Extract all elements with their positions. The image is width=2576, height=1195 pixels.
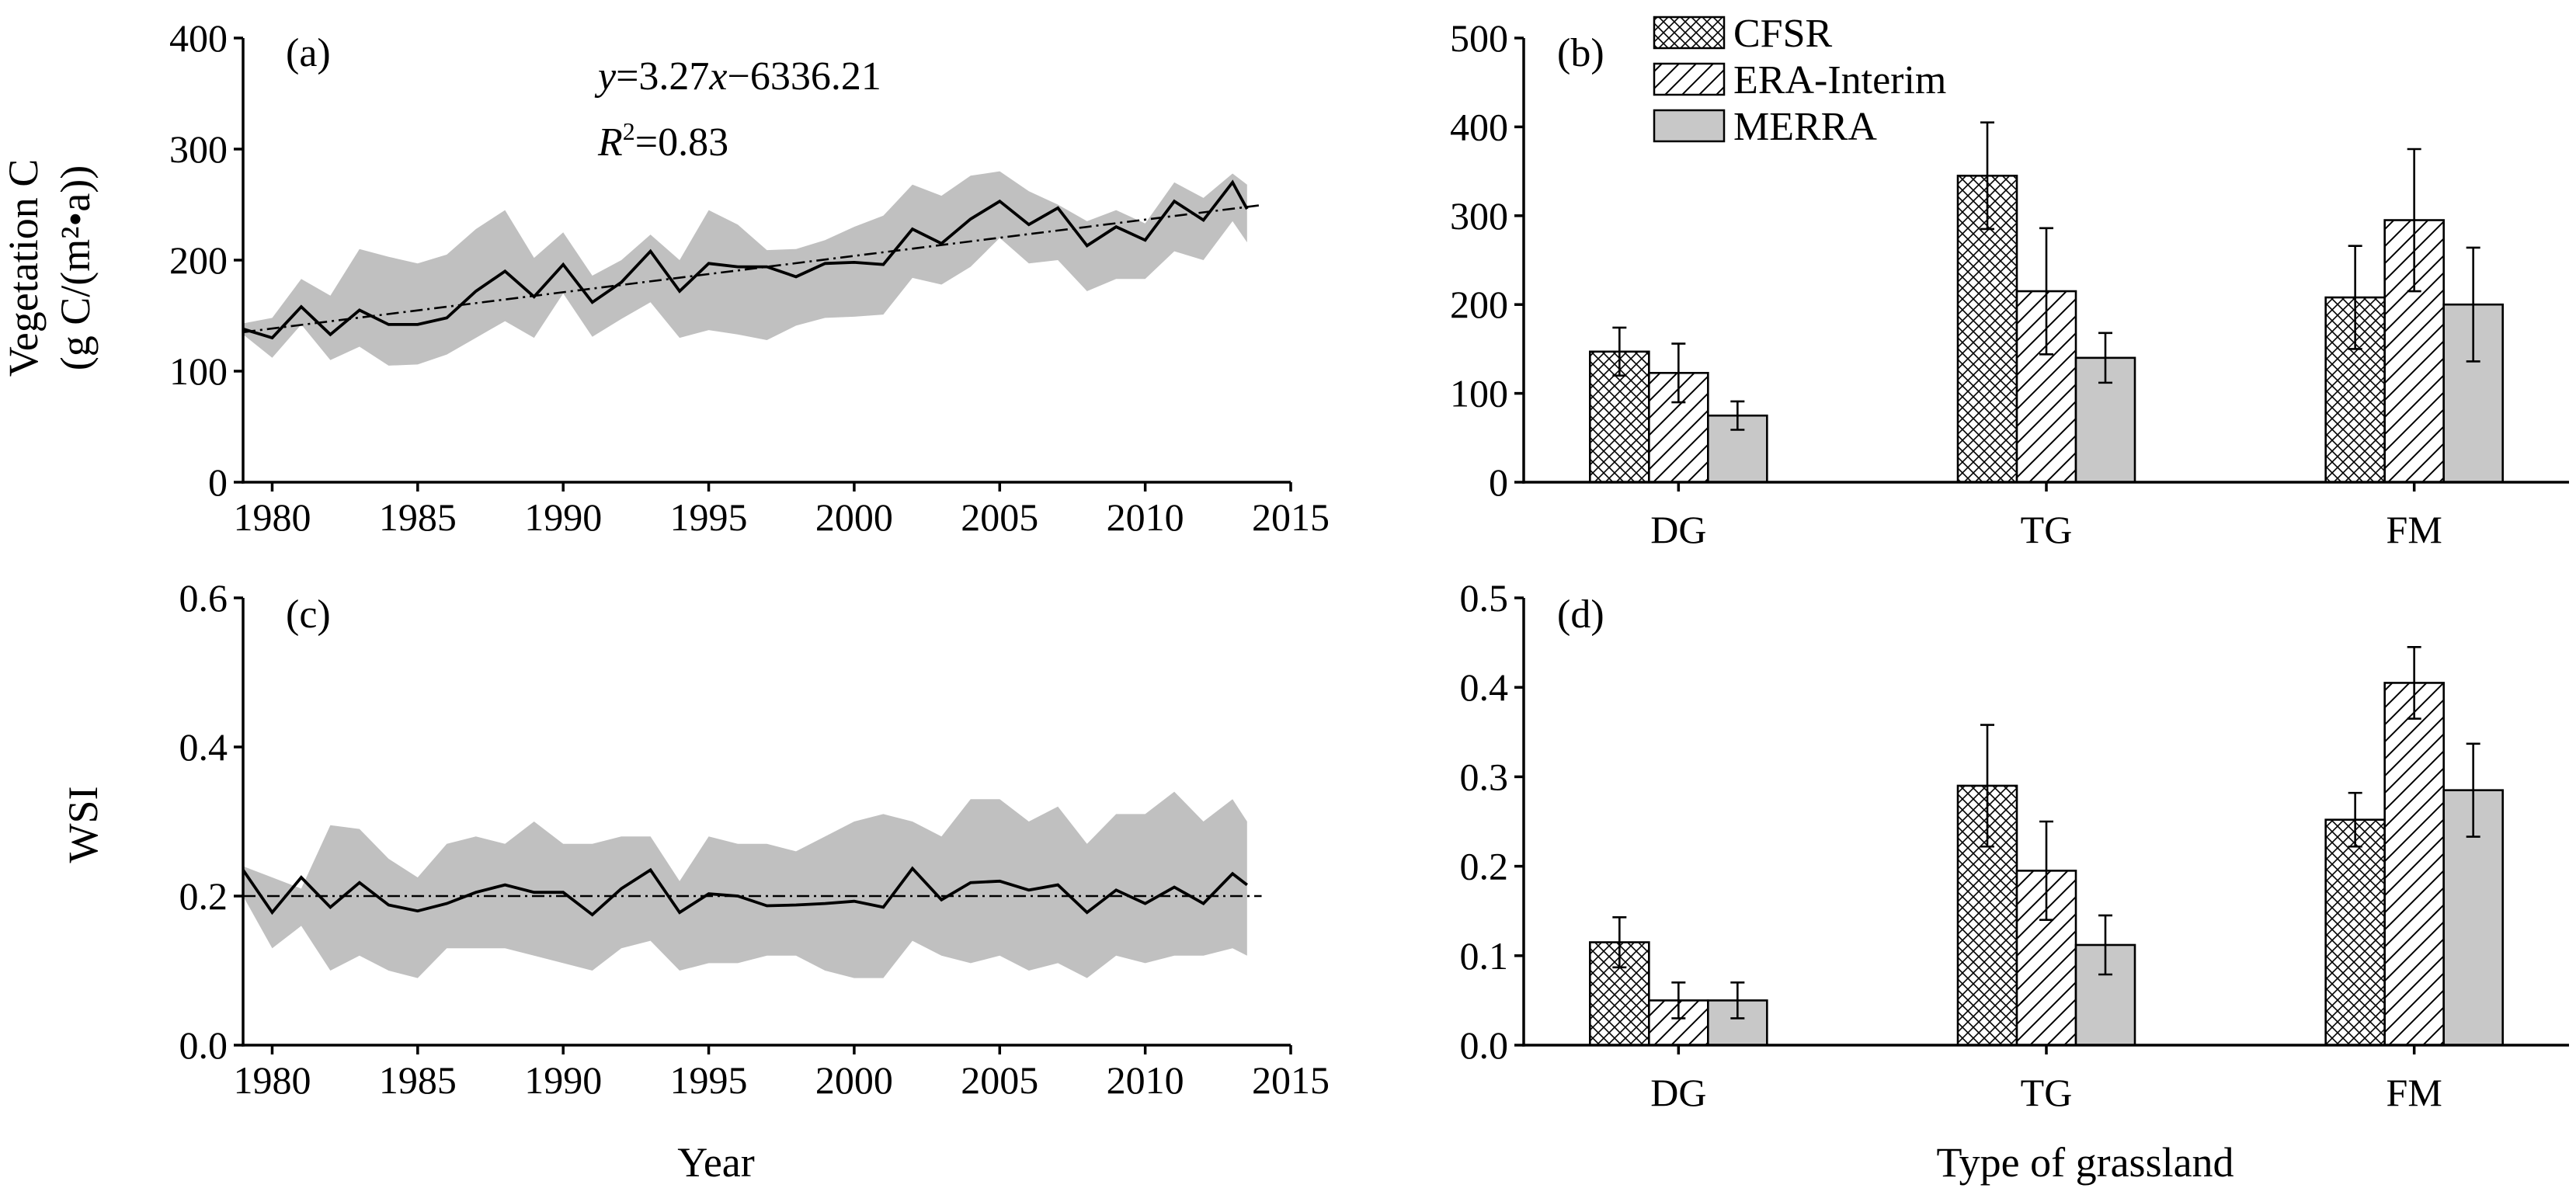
range-band [243,791,1247,978]
y-tick-label: 200 [1450,283,1508,326]
legend-era-interim-swatch [1653,62,1726,96]
x-tick-label: 1990 [524,495,602,539]
y-tick-label: 0.2 [1460,845,1509,888]
y-tick-label: 100 [1450,372,1508,415]
y-tick-label: 0 [208,460,228,504]
mean-series-line [242,179,1249,340]
y-tick-label: 0.5 [1460,576,1509,620]
legend-cfsr-swatch [1653,16,1726,50]
y-tick-label: 200 [169,238,228,282]
bar-cfsr-fm [2324,818,2386,1047]
x-tick-label: 2000 [815,1058,893,1102]
panel-a-regression-equation: y=3.27x−6336.21 [594,54,881,99]
legend-merra-label: MERRA [1733,105,1877,149]
y-tick-label: 300 [1450,194,1508,238]
x-tick-label: 2015 [1252,1058,1330,1102]
category-label: FM [2387,1071,2442,1114]
x-tick-label: 2010 [1107,495,1184,539]
panel-c-xlabel: Year [677,1139,755,1186]
x-tick-label: 1985 [379,495,457,539]
y-tick-label: 100 [169,349,228,393]
legend-merra-swatch [1653,109,1726,143]
y-tick-label: 0.0 [179,1023,228,1067]
equation-x-symbol: x [708,54,727,99]
panel-a-ylabel-line1: Vegetation C [0,159,47,377]
x-tick-label: 2010 [1107,1058,1184,1102]
y-tick-label: 0.4 [179,725,228,769]
r2-value: =0.83 [635,120,728,165]
panel-a-r-squared: R2=0.83 [597,117,728,165]
legend-era-interim-label: ERA-Interim [1733,58,1946,102]
category-label: DG [1650,508,1706,551]
panel-a-vegetation-carbon-chart: (a) Vegetation C (g C/(m²•a)) y=3.27x−63… [0,16,1330,539]
x-tick-label: 1980 [233,1058,311,1102]
r2-superscript: 2 [623,117,635,145]
category-label: TG [2021,508,2073,551]
y-tick-label: 0.2 [179,874,228,918]
bar-era-interim-fm [2383,682,2445,1047]
y-tick-label: 300 [169,127,228,171]
y-tick-label: 400 [1450,105,1508,148]
x-tick-label: 1995 [670,495,748,539]
panel-c-wsi-chart: (c) WSI Year 0.0 0.2 0.4 0.6 1980 1985 1990 199… [60,576,1330,1186]
y-tick-label: 0.0 [1460,1023,1509,1067]
x-tick-label: 2015 [1252,495,1330,539]
equation-intercept: −6336.21 [728,54,881,99]
mean-series-line [242,866,1248,917]
legend-cfsr-label: CFSR [1733,12,1833,56]
panel-a-ylabel-line2: (g C/(m²•a)) [52,165,99,371]
panel-b-vegetation-carbon-bars: (b) CFSR ERA-Interim MERRA DG TG FM 0 100 200… [1450,12,2569,551]
panel-c-label: (c) [286,592,331,637]
y-tick-label: 0.1 [1460,934,1509,978]
category-label: FM [2387,508,2442,551]
x-tick-label: 1985 [379,1058,457,1102]
x-tick-label: 2005 [961,1058,1038,1102]
category-label: TG [2021,1071,2073,1114]
y-tick-label: 0 [1489,460,1508,504]
r2-symbol: R [597,120,623,165]
y-tick-label: 0.4 [1460,665,1509,709]
x-tick-label: 1995 [670,1058,748,1102]
equation-y-symbol: y [594,54,617,99]
y-tick-label: 0.3 [1460,755,1509,798]
y-tick-label: 400 [169,16,228,60]
x-tick-label: 2000 [815,495,893,539]
x-tick-label: 1990 [524,1058,602,1102]
panel-c-ylabel: WSI [60,787,106,863]
y-tick-label: 0.6 [179,576,228,620]
equation-slope: =3.27 [616,54,709,99]
y-tick-label: 500 [1450,16,1508,60]
panel-b-label: (b) [1557,31,1604,75]
panel-d-label: (d) [1557,592,1604,637]
panel-d-wsi-bars: (d) Type of grassland DG TG FM 0.0 0.1 0.2 0.3… [1460,576,2569,1186]
panel-a-label: (a) [286,31,331,75]
x-tick-label: 1980 [233,495,311,539]
panel-d-xlabel: Type of grassland [1936,1139,2234,1186]
range-band [243,171,1247,366]
category-label: DG [1650,1071,1706,1114]
trend-line [242,203,1262,334]
panel-b-legend: CFSR ERA-Interim MERRA [1653,12,1946,149]
x-tick-label: 2005 [961,495,1038,539]
